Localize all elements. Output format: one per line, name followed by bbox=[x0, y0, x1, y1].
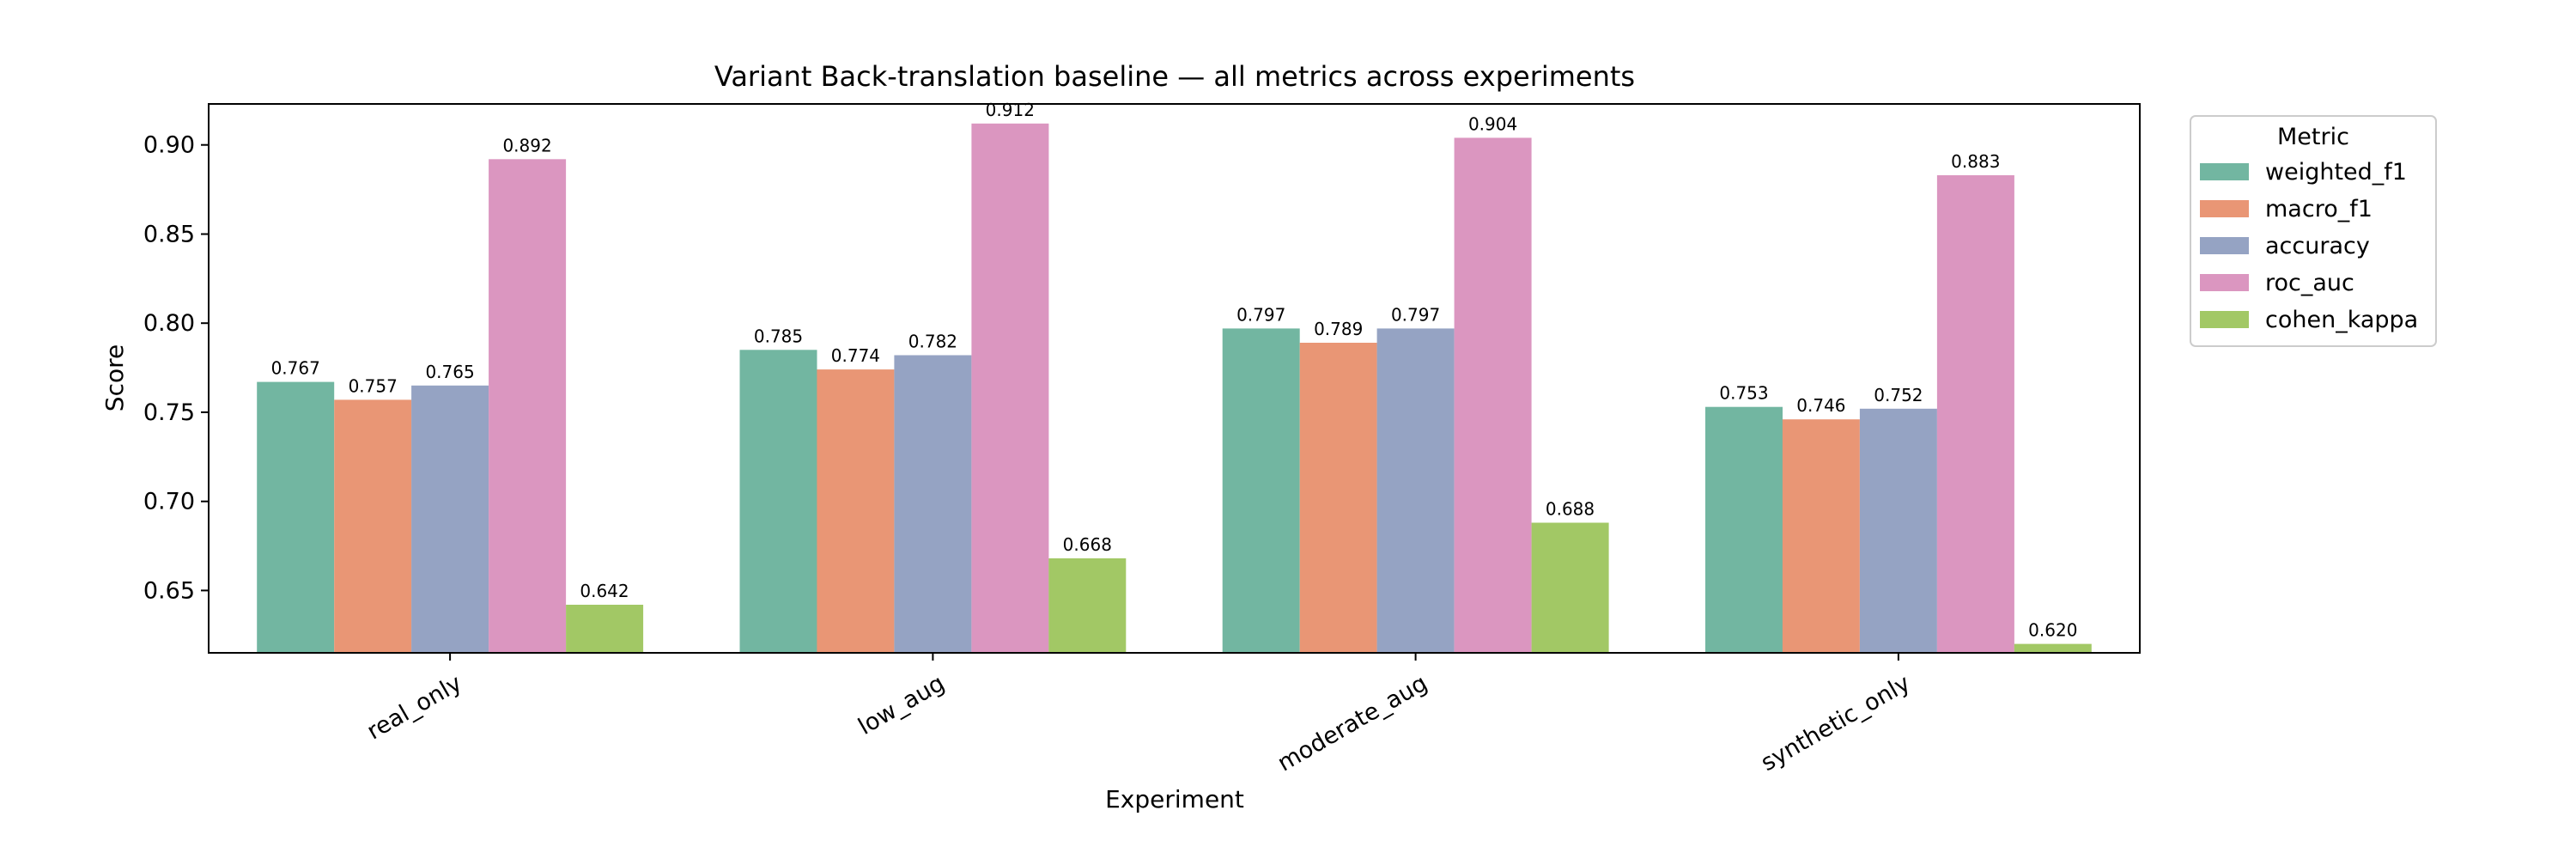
bar-value-label: 0.668 bbox=[1063, 534, 1112, 555]
bar-roc_auc-real_only bbox=[489, 159, 567, 654]
y-axis: 0.65 0.70 0.75 0.80 0.85 0.90 bbox=[143, 132, 209, 604]
x-tick-label: synthetic_only bbox=[1757, 670, 1915, 777]
bar-value-label: 0.904 bbox=[1468, 113, 1517, 134]
x-axis: real_only low_aug moderate_aug synthetic_on… bbox=[362, 653, 1915, 777]
y-tick-label: 0.85 bbox=[143, 222, 195, 248]
plot-area-frame bbox=[208, 103, 2141, 654]
y-tick-label: 0.70 bbox=[143, 489, 195, 515]
bar-accuracy-synthetic_only bbox=[1859, 408, 1937, 653]
bar-weighted_f1-synthetic_only bbox=[1705, 406, 1783, 653]
bar-macro_f1-moderate_aug bbox=[1299, 343, 1377, 653]
bar-macro_f1-real_only bbox=[334, 399, 412, 653]
bar-macro_f1-low_aug bbox=[817, 369, 895, 653]
bar-weighted_f1-moderate_aug bbox=[1222, 328, 1300, 653]
legend-items: weighted_f1 macro_f1 accuracy roc_auc cohen_… bbox=[2200, 159, 2418, 333]
bar-value-label: 0.620 bbox=[2028, 620, 2077, 641]
bar-value-label: 0.757 bbox=[349, 375, 398, 396]
bar-value-label: 0.883 bbox=[1951, 151, 2000, 172]
legend: Metric weighted_f1 macro_f1 accuracy roc_au… bbox=[2190, 115, 2437, 347]
bar-accuracy-low_aug bbox=[894, 355, 972, 653]
bar-value-label: 0.797 bbox=[1236, 304, 1285, 325]
legend-frame bbox=[2190, 115, 2437, 347]
bar-macro_f1-synthetic_only bbox=[1782, 419, 1860, 653]
bar-value-label: 0.746 bbox=[1796, 395, 1845, 416]
y-tick-label: 0.80 bbox=[143, 310, 195, 337]
bar-value-label: 0.765 bbox=[425, 362, 474, 382]
legend-label-cohen_kappa: cohen_kappa bbox=[2265, 307, 2418, 333]
legend-label-weighted_f1: weighted_f1 bbox=[2265, 159, 2407, 186]
legend-swatch-weighted_f1 bbox=[2200, 163, 2249, 180]
bars-layer bbox=[257, 123, 2092, 654]
bar-value-label: 0.892 bbox=[502, 135, 551, 155]
bar-weighted_f1-low_aug bbox=[739, 350, 817, 653]
bar-value-label: 0.785 bbox=[754, 326, 803, 346]
x-tick-label: low_aug bbox=[854, 670, 949, 740]
bar-value-label: 0.752 bbox=[1874, 385, 1923, 405]
bar-roc_auc-low_aug bbox=[971, 123, 1049, 654]
legend-label-roc_auc: roc_auc bbox=[2265, 270, 2354, 296]
x-axis-label: Experiment bbox=[1105, 785, 1244, 813]
legend-swatch-roc_auc bbox=[2200, 274, 2249, 291]
bar-weighted_f1-real_only bbox=[257, 381, 335, 653]
x-tick-label: real_only bbox=[362, 670, 466, 746]
bar-value-label: 0.912 bbox=[986, 100, 1035, 120]
y-axis-label: Score bbox=[100, 344, 129, 411]
x-tick-label: moderate_aug bbox=[1273, 670, 1432, 777]
bar-roc_auc-moderate_aug bbox=[1454, 137, 1532, 653]
bar-value-label: 0.642 bbox=[580, 581, 629, 601]
legend-label-accuracy: accuracy bbox=[2265, 233, 2370, 259]
legend-title: Metric bbox=[2277, 124, 2349, 150]
bar-value-label: 0.782 bbox=[908, 332, 957, 352]
bar-labels-layer: 0.767 0.757 0.765 0.892 0.642 0.785 0.774 0.782… bbox=[271, 100, 2078, 641]
y-tick-label: 0.65 bbox=[143, 577, 195, 604]
y-tick-label: 0.75 bbox=[143, 399, 195, 426]
bar-value-label: 0.753 bbox=[1719, 383, 1768, 404]
bar-cohen_kappa-real_only bbox=[566, 605, 644, 653]
legend-swatch-accuracy bbox=[2200, 237, 2249, 254]
chart-title: Variant Back-translation baseline — all … bbox=[714, 60, 1635, 93]
bar-cohen_kappa-low_aug bbox=[1048, 558, 1127, 653]
bar-cohen_kappa-moderate_aug bbox=[1531, 522, 1609, 653]
bar-cohen_kappa-synthetic_only bbox=[2014, 643, 2092, 653]
legend-swatch-cohen_kappa bbox=[2200, 311, 2249, 328]
bar-value-label: 0.789 bbox=[1314, 319, 1363, 339]
legend-swatch-macro_f1 bbox=[2200, 200, 2249, 217]
legend-label-macro_f1: macro_f1 bbox=[2265, 196, 2372, 222]
bar-value-label: 0.797 bbox=[1391, 304, 1440, 325]
bar-value-label: 0.774 bbox=[831, 345, 880, 366]
bar-value-label: 0.688 bbox=[1546, 499, 1595, 520]
bar-value-label: 0.767 bbox=[271, 358, 320, 379]
bar-accuracy-moderate_aug bbox=[1376, 328, 1455, 653]
y-tick-label: 0.90 bbox=[143, 132, 195, 159]
bar-roc_auc-synthetic_only bbox=[1936, 175, 2014, 653]
bar-accuracy-real_only bbox=[411, 385, 489, 653]
